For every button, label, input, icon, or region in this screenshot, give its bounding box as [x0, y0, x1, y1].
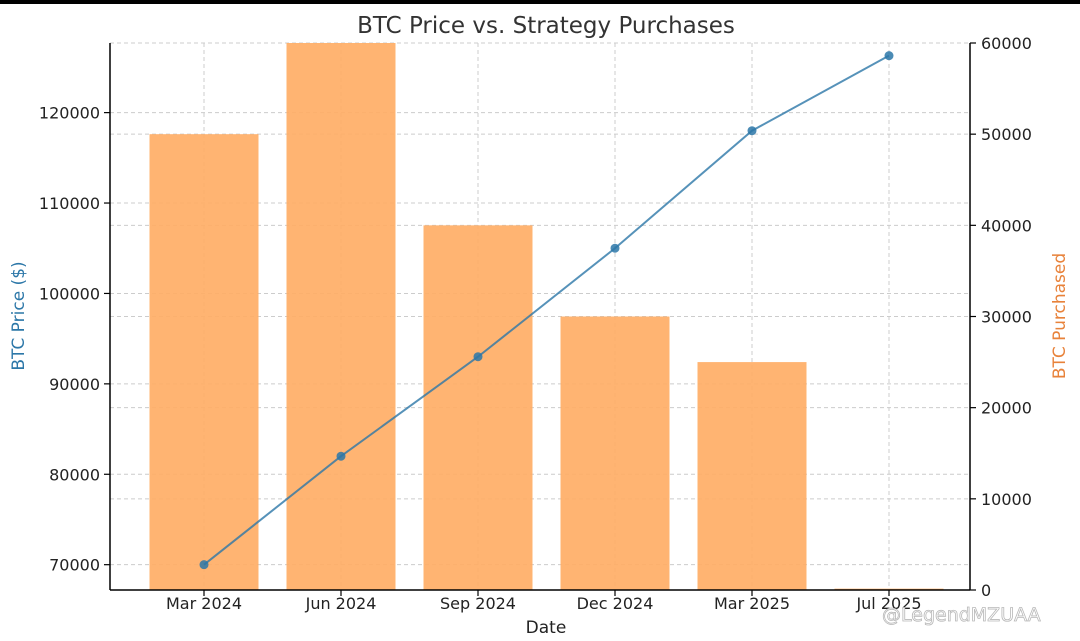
y-right-tick-label: 0 [981, 581, 991, 600]
price-point [199, 560, 209, 570]
y-left-tick-label: 70000 [49, 556, 100, 575]
top-border [0, 0, 1080, 4]
bar [697, 362, 807, 590]
x-tick-label: Mar 2025 [714, 594, 790, 613]
y-right-tick-label: 20000 [981, 399, 1032, 418]
y-left-tick-label: 80000 [49, 465, 100, 484]
price-point [884, 51, 894, 61]
y-left-tick-label: 120000 [39, 104, 100, 123]
price-point [473, 352, 483, 362]
y-left-tick-label: 110000 [39, 194, 100, 213]
bar [560, 316, 670, 590]
price-point [747, 126, 757, 136]
bar [286, 43, 396, 590]
x-tick-label: Sep 2024 [440, 594, 516, 613]
y-right-tick-label: 30000 [981, 308, 1032, 327]
price-point [336, 451, 346, 461]
y-right-tick-label: 10000 [981, 490, 1032, 509]
y-left-axis-label: BTC Price ($) [9, 261, 29, 370]
price-line-path [203, 54, 890, 566]
y-right-axis-label: BTC Purchased [1050, 253, 1070, 379]
price-point [610, 243, 620, 253]
y-left-tick-label: 90000 [49, 375, 100, 394]
watermark-text: @LegendMZUAA [882, 604, 1041, 626]
bars [149, 43, 944, 591]
chart-title: BTC Price vs. Strategy Purchases [357, 13, 735, 39]
x-axis-label: Date [526, 618, 567, 638]
y-left-tick-label: 100000 [39, 284, 100, 303]
bar [149, 134, 259, 590]
x-tick-label: Jun 2024 [305, 594, 377, 613]
x-tick-label: Mar 2024 [166, 594, 242, 613]
x-tick-label: Dec 2024 [577, 594, 654, 613]
y-right-tick-label: 60000 [981, 34, 1032, 53]
x-tick-label: Jul 2025 [855, 594, 921, 613]
axes: 70000 80000 90000 100000 110000 120000 0 10000 2… [39, 34, 1032, 613]
price-line [199, 51, 894, 570]
bar [423, 225, 533, 591]
y-right-tick-label: 50000 [981, 125, 1032, 144]
y-right-tick-label: 40000 [981, 216, 1032, 235]
